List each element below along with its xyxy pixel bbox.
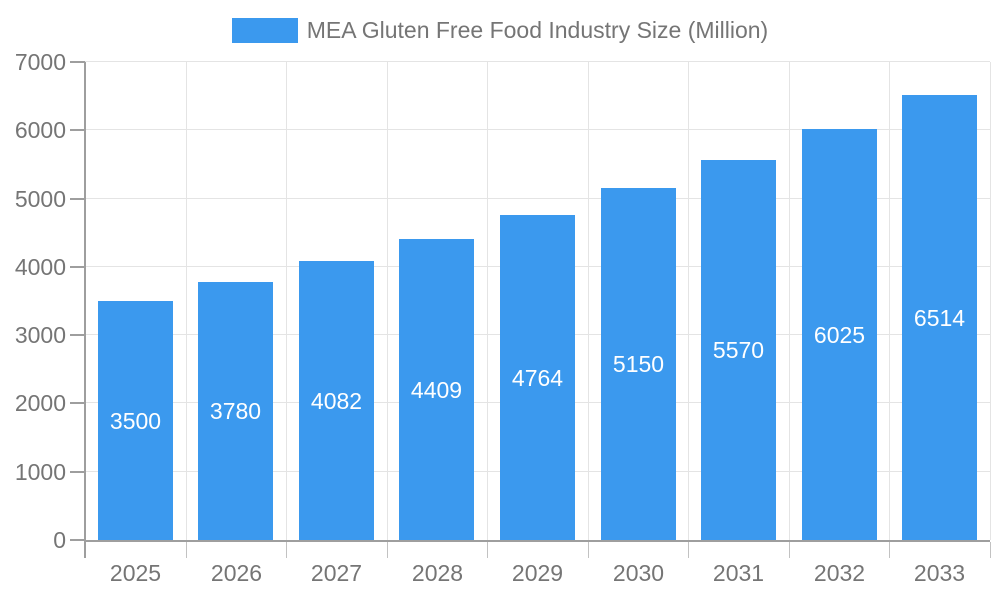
bar[interactable] [902, 95, 977, 540]
y-axis-label: 0 [53, 527, 66, 553]
x-axis-tick [789, 542, 790, 558]
y-axis-label: 7000 [14, 49, 66, 75]
x-axis-label: 2029 [511, 560, 564, 586]
x-axis-label: 2028 [411, 560, 464, 586]
y-axis-tick [70, 334, 85, 336]
bar[interactable] [299, 261, 374, 540]
x-gridline [990, 62, 991, 540]
x-axis-tick [286, 542, 287, 558]
x-axis-label: 2027 [310, 560, 363, 586]
y-gridline [85, 61, 990, 62]
x-axis-label: 2032 [813, 560, 866, 586]
x-axis-tick [990, 542, 991, 558]
x-axis-label: 2026 [210, 560, 263, 586]
y-axis-line [84, 62, 86, 558]
legend-swatch [231, 18, 298, 43]
y-axis-tick [70, 61, 85, 63]
x-axis-label: 2031 [712, 560, 765, 586]
x-gridline [588, 62, 589, 540]
legend-label: MEA Gluten Free Food Industry Size (Mill… [306, 17, 769, 43]
x-axis-tick [387, 542, 388, 558]
x-gridline [487, 62, 488, 540]
y-axis-label: 2000 [14, 390, 66, 416]
x-gridline [789, 62, 790, 540]
x-gridline [688, 62, 689, 540]
y-axis-label: 4000 [14, 254, 66, 280]
y-gridline [85, 198, 990, 199]
x-gridline [387, 62, 388, 540]
x-axis-tick [688, 542, 689, 558]
x-axis-label: 2033 [913, 560, 966, 586]
x-axis-label: 2030 [612, 560, 665, 586]
x-gridline [186, 62, 187, 540]
y-axis-tick [70, 402, 85, 404]
x-gridline [286, 62, 287, 540]
y-gridline [85, 129, 990, 130]
bar[interactable] [601, 188, 676, 540]
bar[interactable] [399, 239, 474, 540]
legend: MEA Gluten Free Food Industry Size (Mill… [0, 17, 1000, 44]
y-axis-label: 6000 [14, 117, 66, 143]
bar[interactable] [701, 160, 776, 540]
bar[interactable] [802, 129, 877, 540]
x-axis-tick [889, 542, 890, 558]
y-axis-tick [70, 539, 85, 541]
x-axis-tick [487, 542, 488, 558]
bar[interactable] [198, 282, 273, 540]
bar[interactable] [98, 301, 173, 540]
x-axis-tick [186, 542, 187, 558]
bar[interactable] [500, 215, 575, 540]
y-axis-tick [70, 471, 85, 473]
y-axis-tick [70, 266, 85, 268]
x-axis-line [85, 540, 990, 542]
y-axis-label: 5000 [14, 186, 66, 212]
x-gridline [889, 62, 890, 540]
y-axis-label: 3000 [14, 322, 66, 348]
y-axis-label: 1000 [14, 459, 66, 485]
y-axis-tick [70, 198, 85, 200]
x-axis-label: 2025 [109, 560, 162, 586]
y-axis-tick [70, 129, 85, 131]
x-axis-tick [588, 542, 589, 558]
